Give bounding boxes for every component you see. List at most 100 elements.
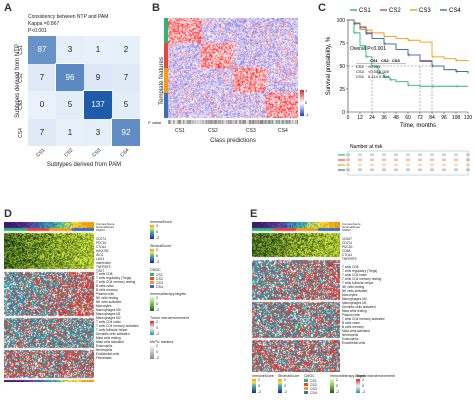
cell-type-label: Dendritic cells activated	[342, 305, 376, 309]
cell-type-label: T cells CD8	[342, 265, 359, 269]
cell-type-label: Mast cells resting	[342, 309, 367, 313]
cell-type-label: Plasma cells	[342, 313, 360, 317]
legend-tick: 0	[156, 230, 158, 234]
cell-type-label: Macrophages M0	[342, 297, 367, 301]
cell-type-label: Plasma cells	[96, 292, 114, 296]
risk-count-mark	[466, 163, 470, 166]
cell-type-label: T cells CD8	[96, 272, 113, 276]
legend-swatch	[150, 281, 154, 284]
panel-label-d: D	[4, 208, 12, 220]
legend-title: ImmuneScore	[150, 220, 172, 224]
x-tick-label: 48	[393, 115, 399, 121]
risk-count-mark	[466, 168, 470, 171]
cell-type-label: T cells CD4 naive	[342, 273, 367, 277]
risk-count-mark	[406, 158, 410, 161]
risk-count-mark	[454, 163, 458, 166]
legend-title: CMOC	[304, 374, 315, 378]
cell-type-label: B cells naive	[96, 284, 114, 288]
panel-b-color-scale	[300, 90, 304, 116]
legend-title: Tumor microenvironment	[150, 316, 189, 320]
cell-type-label: Mast cells activated	[96, 340, 124, 344]
risk-table-frame	[347, 150, 469, 176]
gene-label: HAVCR2	[96, 249, 109, 253]
class-label: CS1	[175, 128, 185, 134]
legend-tick: 0	[258, 384, 260, 388]
risk-count-mark	[382, 168, 386, 171]
legend-tick: 2	[362, 378, 364, 382]
risk-count-mark	[370, 153, 374, 156]
pairwise-header: CS1	[370, 58, 379, 63]
risk-count-mark	[394, 158, 398, 161]
matrix-cell: 5	[56, 91, 84, 119]
risk-count-mark	[418, 163, 422, 166]
risk-count-mark	[418, 153, 422, 156]
cell-type-label: T cells CD4 memory activated	[96, 324, 139, 328]
legend-title: ImmuneScore	[252, 374, 274, 378]
legend-tick: 0	[336, 384, 338, 388]
panel-d-heatmap	[4, 222, 94, 382]
gene-label: PDCD1	[96, 241, 107, 245]
risk-count-mark	[466, 153, 470, 156]
legend-title: StromalScore	[150, 244, 172, 248]
risk-count-mark	[418, 168, 422, 171]
panel-b-xlabel: Class predictions	[210, 138, 256, 144]
cell-type-label: Mast cells resting	[96, 336, 121, 340]
legend-tick: 0	[156, 254, 158, 258]
scale-tick: 0	[305, 100, 308, 105]
legend-swatch	[150, 285, 154, 288]
panel-a-xlabel: Subtypes derived from PAM	[46, 162, 122, 168]
gene-label: CD274	[342, 241, 352, 245]
gene-label: LAG3	[96, 257, 105, 261]
risk-count-mark	[442, 158, 446, 161]
cell-type-label: Macrophages M1	[96, 312, 121, 316]
cell-type-label: Dendritic cells activated	[96, 332, 130, 336]
cell-type-label: Endothelial cells	[96, 352, 120, 356]
matrix-cell: 9	[84, 63, 112, 91]
risk-count-mark	[358, 158, 362, 161]
legend-tick: -2	[156, 236, 160, 240]
gene-label: CD8A	[342, 249, 351, 253]
risk-count-mark	[406, 168, 410, 171]
cell-type-label: T cells regulatory (Tregs)	[342, 269, 378, 273]
gene-label: TNFRSF9	[342, 257, 357, 261]
panel-label-a: A	[4, 2, 12, 14]
cell-type-label: B cells memory	[342, 325, 364, 329]
x-tick-label: 96	[441, 115, 447, 121]
confusion-matrix: 87 3 1 2 7 96 9 7 0 5 137 5 7 1 3 92	[27, 35, 141, 147]
legend-label: CS2	[389, 8, 401, 14]
cell-type-label: NK cells activated	[342, 289, 368, 293]
pairwise-header: CS2	[381, 58, 390, 63]
cell-type-label: Monocytes	[96, 304, 112, 308]
cell-type-label: Macrophages M2	[96, 316, 121, 320]
class-label: CS2	[208, 128, 218, 134]
gene-label: CTLA4	[96, 245, 106, 249]
cell-type-label: Mast cells activated	[342, 329, 370, 333]
legend-tick: 2	[156, 224, 158, 228]
track-label: ImmuneScore	[342, 222, 361, 226]
panel-label-c: C	[318, 2, 326, 14]
cell-type-label: T cells CD4 naive	[96, 320, 121, 324]
panel-b: Template features 1 0 -1 P value CS1 CS2…	[148, 0, 320, 200]
matrix-cell: 3	[84, 118, 112, 146]
legend-tick: 2	[156, 344, 158, 348]
risk-count-mark	[370, 163, 374, 166]
risk-count-mark	[358, 153, 362, 156]
legend-class-label: CS2	[156, 276, 163, 281]
gene-label: CTLA4	[342, 253, 352, 257]
risk-count-mark	[394, 163, 398, 166]
cell-type-label: NK cells resting	[342, 285, 365, 289]
matrix-cell: 0	[28, 91, 56, 119]
cell-type-label: Eosinophils	[96, 344, 113, 348]
legend-tick: 2	[156, 296, 158, 300]
x-tick-label: 72	[417, 115, 423, 121]
risk-count-mark	[454, 153, 458, 156]
pairwise-row-label: CS3	[356, 69, 365, 74]
cell-type-label: T cells CD4 memory activated	[342, 317, 385, 321]
matrix-cell: 87	[27, 35, 57, 65]
legend-gradient	[150, 225, 154, 239]
panel-a-stat-2: Kappa =0.867	[28, 21, 60, 27]
class-label: CS4	[278, 128, 288, 134]
legend-tick: 2	[156, 320, 158, 324]
matrix-row-label: CS4	[17, 127, 24, 138]
matrix-cell: 7	[28, 63, 56, 91]
